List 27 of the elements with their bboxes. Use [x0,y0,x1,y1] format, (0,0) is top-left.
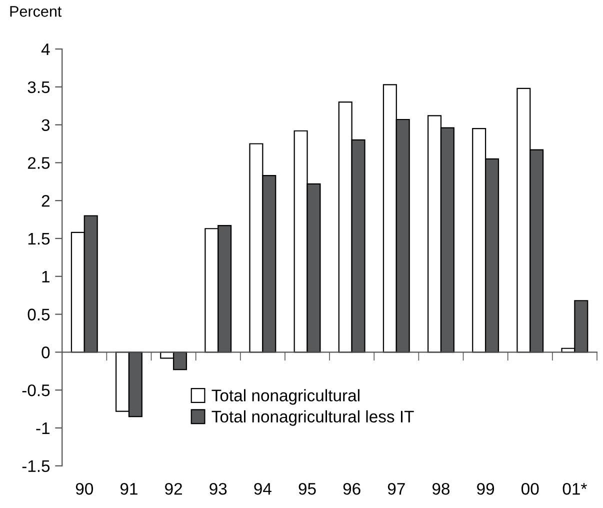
y-tick-label: 4 [41,44,50,56]
y-tick-label: 0.5 [28,308,50,320]
x-tick-label: 00 [521,482,539,495]
legend-label: Total nonagricultural [212,389,360,405]
y-tick-label: -0.5 [22,384,50,396]
y-tick-label: 3.5 [28,81,50,94]
x-tick-label: 99 [477,482,494,495]
x-tick-label: 90 [76,482,94,495]
x-tick-label: 98 [432,482,450,495]
y-tick-label: 3 [42,119,50,132]
x-tick-label: 97 [388,482,405,495]
x-tick-label: 92 [165,482,182,495]
y-tick-label: 1.5 [28,233,50,245]
y-tick-label: 2 [42,194,50,207]
y-tick-label: 0 [42,346,50,358]
x-tick-label: 96 [343,482,360,495]
x-tick-label: 93 [210,482,227,495]
y-axis-title: Percent [10,6,62,17]
y-tick-label: -1.5 [22,460,50,472]
y-tick-label: 1 [42,270,50,282]
y-tick-label: -1 [36,422,50,434]
legend-label: Total nonagricultural less IT [212,410,414,426]
x-tick-label: 95 [298,482,316,495]
x-tick-label: 01* [562,482,587,495]
y-tick-label: 2.5 [28,157,50,169]
x-tick-label: 94 [254,482,272,495]
x-tick-label: 91 [120,482,138,495]
